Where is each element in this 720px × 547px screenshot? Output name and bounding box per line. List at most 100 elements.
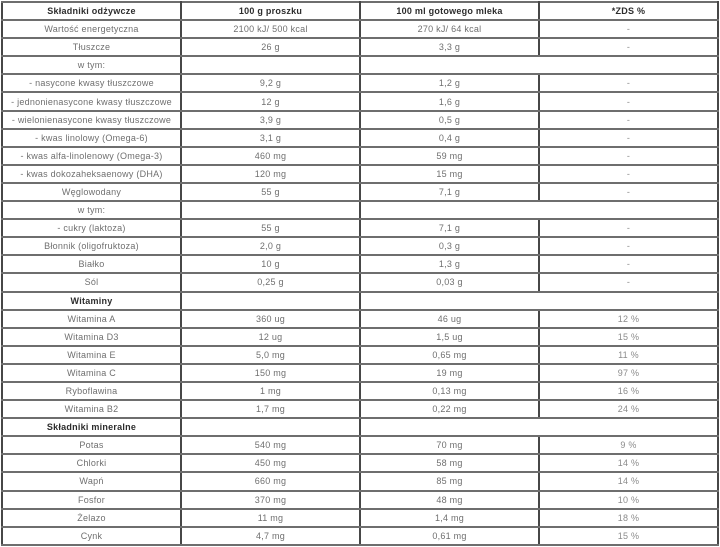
powder-value-cell xyxy=(180,55,361,76)
zds-value-cell: - xyxy=(538,109,719,130)
table-row: Witamina B2 1,7 mg 0,22 mg 24 % xyxy=(1,399,719,420)
powder-value-cell: 11 mg xyxy=(180,507,361,528)
table-row: Witamina E 5,0 mg 0,65 mg 11 % xyxy=(1,344,719,365)
zds-value-cell: - xyxy=(538,19,719,40)
milk-value-cell: 0,65 mg xyxy=(359,344,540,365)
table-row: - nasycone kwasy tłuszczowe 9,2 g 1,2 g- xyxy=(1,73,719,94)
milk-value-cell: 0,22 mg xyxy=(359,399,540,420)
zds-value-cell: 12 % xyxy=(538,308,719,329)
table-row: Żelazo 11 mg 1,4 mg 18 % xyxy=(1,507,719,528)
powder-value-cell: 150 mg xyxy=(180,362,361,383)
powder-value-cell: 660 mg xyxy=(180,471,361,492)
nutrient-name-cell: Chlorki xyxy=(1,453,182,474)
powder-value-cell: 12 ug xyxy=(180,326,361,347)
powder-value-cell: 12 g xyxy=(180,91,361,112)
milk-value-cell: 1,6 g xyxy=(359,91,540,112)
header-row: Składniki odżywcze 100 g proszku 100 ml … xyxy=(1,0,719,22)
zds-value-cell: - xyxy=(538,91,719,112)
milk-value-cell: 0,13 mg xyxy=(359,380,540,402)
table-row: Chlorki 450 mg 58 mg 14 % xyxy=(1,453,719,474)
nutrient-name-cell: Wartość energetyczna xyxy=(1,19,182,40)
nutrient-name-cell: - wielonienasycone kwasy tłuszczowe xyxy=(1,109,182,130)
nutrient-name-cell: w tym: xyxy=(1,55,182,76)
milk-value-cell: 46 ug xyxy=(359,308,540,329)
zds-value-cell: - xyxy=(538,181,719,203)
zds-value-cell: - xyxy=(538,254,719,275)
nutrient-name-cell: Białko xyxy=(1,254,182,275)
table-row: Błonnik (oligofruktoza) 2,0 g 0,3 g- xyxy=(1,236,719,257)
merged-empty-cell xyxy=(359,417,719,438)
powder-value-cell: 5,0 mg xyxy=(180,344,361,365)
zds-value-cell: 9 % xyxy=(538,435,719,456)
nutrient-name-cell: Ryboflawina xyxy=(1,380,182,402)
table-row: Witamina A 360 ug 46 ug 12 % xyxy=(1,308,719,329)
zds-value-cell: - xyxy=(538,163,719,184)
nutrition-table-header: Składniki odżywcze 100 g proszku 100 ml … xyxy=(1,0,719,22)
table-row: Potas 540 mg 70 mg 9 % xyxy=(1,435,719,456)
nutrient-name-cell: Wapń xyxy=(1,471,182,492)
nutrient-name-cell: - jednonienasycone kwasy tłuszczowe xyxy=(1,91,182,112)
table-row: - kwas dokozaheksaenowy (DHA) 120 mg 15 mg… xyxy=(1,163,719,184)
powder-value-cell: 26 g xyxy=(180,37,361,58)
powder-value-cell: 2,0 g xyxy=(180,236,361,257)
table-row: Ryboflawina 1 mg 0,13 mg 16 % xyxy=(1,380,719,402)
powder-value-cell: 120 mg xyxy=(180,163,361,184)
milk-value-cell: 3,3 g xyxy=(359,37,540,58)
milk-value-cell: 59 mg xyxy=(359,145,540,166)
header-zds: *ZDS % xyxy=(538,0,719,22)
powder-value-cell: 55 g xyxy=(180,181,361,203)
table-row: Węglowodany 55 g 7,1 g- xyxy=(1,181,719,203)
milk-value-cell: 19 mg xyxy=(359,362,540,383)
zds-value-cell: 24 % xyxy=(538,399,719,420)
nutrient-name-cell: Witamina D3 xyxy=(1,326,182,347)
nutrient-name-cell: Witamina E xyxy=(1,344,182,365)
nutrient-name-cell: Składniki mineralne xyxy=(1,417,182,438)
table-row: Witamina D3 12 ug 1,5 ug 15 % xyxy=(1,326,719,347)
milk-value-cell: 7,1 g xyxy=(359,181,540,203)
nutrient-name-cell: Żelazo xyxy=(1,507,182,528)
zds-value-cell: - xyxy=(538,37,719,58)
zds-value-cell: 14 % xyxy=(538,453,719,474)
zds-value-cell: - xyxy=(538,218,719,239)
nutrient-name-cell: Fosfor xyxy=(1,489,182,510)
milk-value-cell: 0,61 mg xyxy=(359,525,540,546)
nutrient-name-cell: - cukry (laktoza) xyxy=(1,218,182,239)
zds-value-cell: - xyxy=(538,73,719,94)
powder-value-cell: 1,7 mg xyxy=(180,399,361,420)
milk-value-cell: 1,3 g xyxy=(359,254,540,275)
table-row: Cynk 4,7 mg 0,61 mg 15 % xyxy=(1,525,719,546)
table-row: - cukry (laktoza) 55 g 7,1 g- xyxy=(1,218,719,239)
header-milk: 100 ml gotowego mleka xyxy=(359,0,540,22)
table-row: - kwas linolowy (Omega-6) 3,1 g 0,4 g- xyxy=(1,127,719,148)
powder-value-cell: 370 mg xyxy=(180,489,361,510)
milk-value-cell: 58 mg xyxy=(359,453,540,474)
powder-value-cell: 55 g xyxy=(180,218,361,239)
section-header-row: Składniki mineralne xyxy=(1,417,719,438)
merged-empty-cell xyxy=(359,55,719,76)
nutrient-name-cell: Witamina C xyxy=(1,362,182,383)
powder-value-cell xyxy=(180,290,361,311)
powder-value-cell: 450 mg xyxy=(180,453,361,474)
header-powder: 100 g proszku xyxy=(180,0,361,22)
powder-value-cell xyxy=(180,200,361,221)
powder-value-cell: 1 mg xyxy=(180,380,361,402)
nutrient-name-cell: - kwas linolowy (Omega-6) xyxy=(1,127,182,148)
nutrient-name-cell: Witaminy xyxy=(1,290,182,311)
zds-value-cell: 10 % xyxy=(538,489,719,510)
merged-empty-cell xyxy=(359,200,719,221)
nutrient-name-cell: Potas xyxy=(1,435,182,456)
zds-value-cell: - xyxy=(538,236,719,257)
subgroup-label-row: w tym: xyxy=(1,55,719,76)
zds-value-cell: 15 % xyxy=(538,525,719,546)
milk-value-cell: 70 mg xyxy=(359,435,540,456)
powder-value-cell: 360 ug xyxy=(180,308,361,329)
powder-value-cell: 0,25 g xyxy=(180,272,361,293)
milk-value-cell: 1,2 g xyxy=(359,73,540,94)
powder-value-cell: 460 mg xyxy=(180,145,361,166)
subgroup-label-row: w tym: xyxy=(1,200,719,221)
zds-value-cell: 14 % xyxy=(538,471,719,492)
nutrient-name-cell: - nasycone kwasy tłuszczowe xyxy=(1,73,182,94)
powder-value-cell: 3,1 g xyxy=(180,127,361,148)
powder-value-cell: 4,7 mg xyxy=(180,525,361,546)
